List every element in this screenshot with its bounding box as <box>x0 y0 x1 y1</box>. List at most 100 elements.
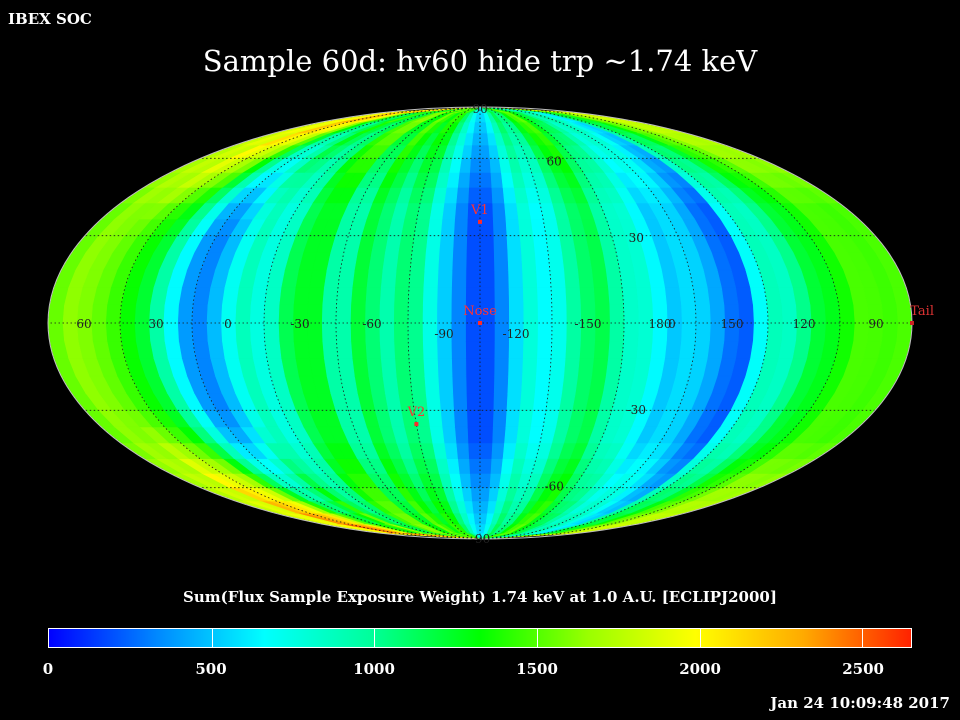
flux-cell <box>366 269 383 288</box>
flux-cell <box>454 426 469 444</box>
flux-cell <box>563 269 580 288</box>
flux-cell <box>535 269 552 288</box>
flux-cell <box>619 358 637 377</box>
flux-cell <box>532 235 549 253</box>
flux-cell <box>489 172 503 188</box>
flux-cell <box>380 358 397 377</box>
flux-cell <box>453 218 468 236</box>
flux-cell <box>623 322 639 342</box>
flux-cell <box>593 287 610 306</box>
flux-cell <box>221 340 239 359</box>
flux-cell <box>395 375 413 394</box>
flux-cell <box>321 287 339 306</box>
flux-cell <box>522 304 538 324</box>
app-label: IBEX SOC <box>8 10 92 28</box>
flux-cell <box>561 252 579 271</box>
latitude-label: -60 <box>545 480 564 494</box>
flux-cell <box>250 287 268 306</box>
flux-cell <box>479 500 489 514</box>
flux-cell <box>381 375 399 394</box>
flux-cell <box>479 392 494 411</box>
flux-cell <box>307 340 325 359</box>
flux-cell <box>465 252 481 271</box>
flux-cell <box>423 375 440 394</box>
longitude-line <box>479 107 841 539</box>
flux-cell <box>520 252 537 271</box>
flux-cell <box>852 322 870 342</box>
colorbar-tick-label: 2000 <box>679 660 721 678</box>
flux-cell <box>307 287 325 306</box>
latitude-label: 0 <box>668 317 676 331</box>
longitude-label: -120 <box>503 327 530 341</box>
latitude-label: 90 <box>473 102 488 116</box>
flux-cell <box>457 172 471 188</box>
flux-cell <box>436 304 452 324</box>
flux-cell <box>437 358 453 377</box>
flux-cell <box>425 235 441 253</box>
flux-cell <box>493 375 509 394</box>
map-title: Sample 60d: hv60 hide trp ~1.74 keV <box>202 44 758 78</box>
flux-cell <box>426 409 443 428</box>
flux-cell <box>545 392 563 411</box>
flux-cell <box>177 304 194 324</box>
flux-cell <box>393 322 409 342</box>
flux-cell <box>508 304 524 324</box>
graticule-labels: 90 60 30 0 -30 -60 -90 60 30 0 -30 -60 -90 -120 -150 18… <box>76 102 883 546</box>
flux-cell <box>608 304 625 324</box>
longitude-label: 120 <box>793 317 816 331</box>
flux-cell <box>532 392 549 411</box>
longitude-line <box>335 107 481 539</box>
flux-cell <box>680 304 697 324</box>
flux-cell <box>48 304 65 324</box>
flux-cell <box>735 340 754 359</box>
colorbar-tick-label: 1000 <box>353 660 395 678</box>
flux-cell <box>694 322 711 342</box>
flux-cell <box>436 340 452 359</box>
latitude-label: 30 <box>629 231 644 245</box>
marker-v2 <box>414 422 419 427</box>
flux-cell <box>650 340 667 359</box>
flux-cell <box>530 218 547 236</box>
flux-cell <box>249 304 266 324</box>
flux-cell <box>440 218 456 236</box>
flux-cell <box>479 375 495 394</box>
flux-map-cells <box>48 107 912 539</box>
flux-cell <box>468 458 481 474</box>
flux-cell <box>407 304 423 324</box>
flux-cell <box>249 322 266 342</box>
flux-cell <box>423 252 440 271</box>
flux-cell <box>500 458 514 474</box>
flux-cell <box>491 202 506 220</box>
flux-cell <box>895 322 912 342</box>
flux-cell <box>422 358 439 377</box>
flux-cell <box>394 269 411 288</box>
flux-cell <box>537 304 553 324</box>
flux-cell <box>177 322 194 342</box>
flux-cell <box>852 304 870 324</box>
longitude-label: -150 <box>575 317 602 331</box>
longitude-label: 60 <box>76 317 91 331</box>
flux-cell <box>451 375 467 394</box>
flux-cell <box>519 235 535 253</box>
colorbar-tick <box>862 629 864 647</box>
flux-cell <box>408 358 425 377</box>
flux-cell <box>451 252 467 271</box>
flux-cell <box>503 426 519 444</box>
flux-cell <box>680 322 697 342</box>
flux-cell <box>441 426 457 444</box>
flux-cell <box>549 269 566 288</box>
flux-cell <box>393 340 410 359</box>
marker-label-v1: V1 <box>470 203 489 218</box>
flux-cell <box>293 287 310 306</box>
flux-cell <box>454 202 469 220</box>
flux-cell <box>234 322 251 342</box>
flux-cell <box>506 375 523 394</box>
flux-cell <box>503 202 519 220</box>
flux-cell <box>564 340 581 359</box>
flux-cell <box>519 392 535 411</box>
flux-cell <box>607 340 624 359</box>
marker-label-tail: Tail <box>910 304 934 319</box>
flux-cell <box>504 218 520 236</box>
marker-label-nose: Nose <box>463 304 497 319</box>
flux-cell <box>479 426 493 444</box>
